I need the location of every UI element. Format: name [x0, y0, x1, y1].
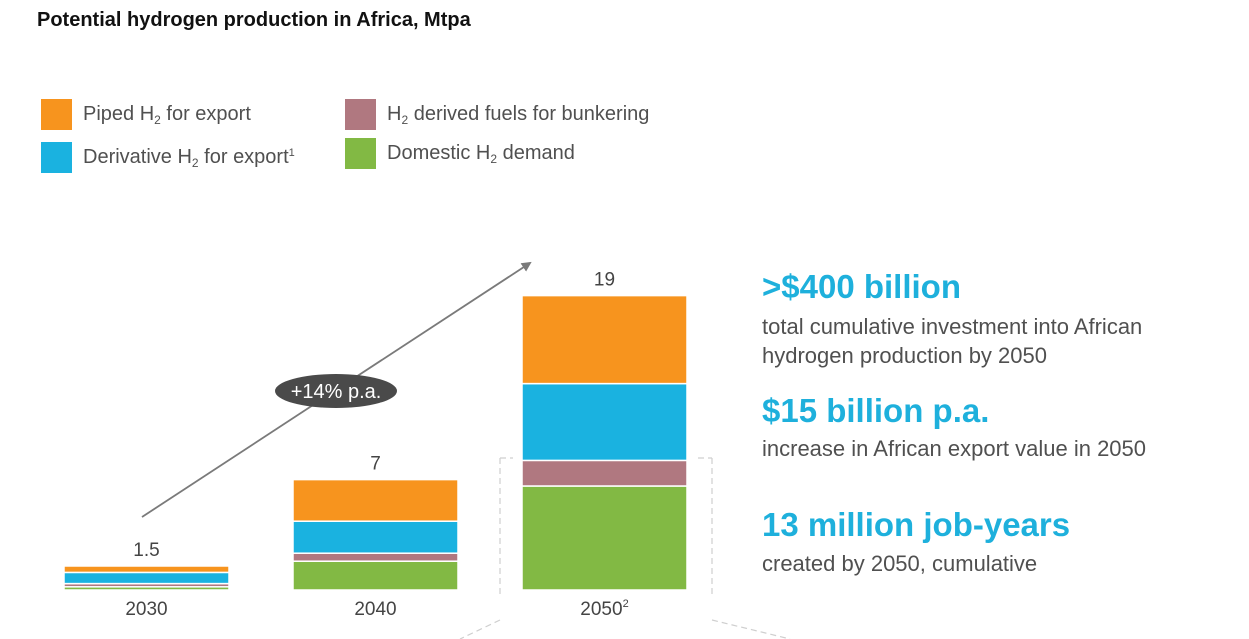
- total-label-2040: 7: [370, 454, 381, 475]
- stat-headline-investment: >$400 billion: [762, 268, 961, 305]
- bar-segment-2050-h2-derived-fuels-for-bunkering: [521, 459, 688, 487]
- x-tick-label-2040: 2040: [354, 599, 396, 620]
- bar-segment-2050-domestic-h2-demand: [521, 485, 688, 591]
- stat-headline-export-value: $15 billion p.a.: [762, 392, 990, 429]
- legend-swatch-piped-export: [41, 98, 72, 130]
- total-label-2050: 19: [594, 270, 615, 291]
- bar-segment-2030-piped-h2-for-export: [63, 565, 230, 574]
- legend-label-bunkering: H2 derived fuels for bunkering: [387, 102, 650, 127]
- growth-label: +14% p.a.: [291, 381, 382, 403]
- x-tick-label-2030: 2030: [125, 599, 167, 620]
- legend-item-piped-export: Piped H2 for export: [41, 97, 251, 131]
- legend-label-derivative-export: Derivative H2 for export1: [83, 145, 295, 170]
- stat-headline-jobs: 13 million job-years: [762, 506, 1071, 543]
- bar-segment-2040-derivative-h2-for-export: [292, 520, 459, 554]
- legend-label-piped-export: Piped H2 for export: [83, 102, 251, 127]
- stat-text-investment: total cumulative investment into African…: [762, 314, 1143, 368]
- bar-segment-2050-derivative-h2-for-export: [521, 382, 688, 462]
- legend-swatch-bunkering: [345, 98, 376, 130]
- bar-segment-2030-derivative-h2-for-export: [63, 571, 230, 585]
- bar-segment-2040-piped-h2-for-export: [292, 478, 459, 522]
- legend-item-bunkering: H2 derived fuels for bunkering: [345, 97, 649, 131]
- legend-label-domestic: Domestic H2 demand: [387, 141, 575, 166]
- legend-swatch-derivative-export: [41, 141, 72, 173]
- bar-segment-2040-h2-derived-fuels-for-bunkering: [292, 552, 459, 562]
- chart-title: Potential hydrogen production in Africa,…: [37, 9, 471, 31]
- stat-text-export-value: increase in African export value in 2050: [762, 436, 1147, 461]
- stat-text-jobs: created by 2050, cumulative: [762, 551, 1038, 576]
- legend-swatch-domestic: [345, 137, 376, 169]
- x-tick-label-2050: 20502: [580, 598, 628, 620]
- highlight-frame: [459, 457, 791, 639]
- total-label-2030: 1.5: [133, 540, 159, 561]
- legend-item-domestic: Domestic H2 demand: [345, 136, 575, 170]
- legend-item-derivative-export: Derivative H2 for export1: [41, 140, 295, 174]
- bar-segment-2050-piped-h2-for-export: [521, 294, 688, 385]
- growth-badge: +14% p.a.: [275, 374, 397, 408]
- bar-segment-2040-domestic-h2-demand: [292, 560, 459, 591]
